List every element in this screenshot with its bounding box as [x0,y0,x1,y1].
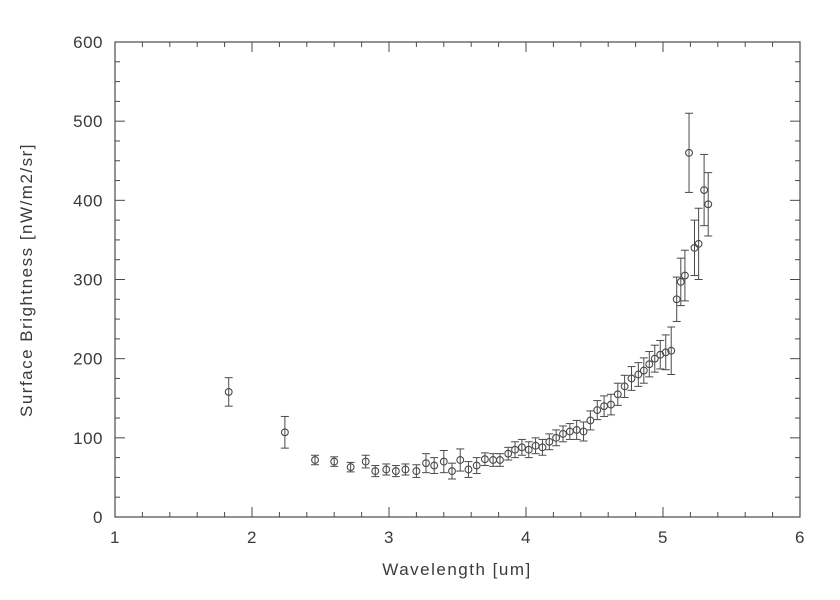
data-point [280,428,289,437]
data-point [667,346,676,355]
data-point [613,390,622,399]
data-point [680,271,689,280]
data-point [661,348,670,357]
data-point [690,243,699,252]
data-point [480,455,489,464]
data-point [456,456,465,464]
data-point [430,461,439,470]
data-point [538,443,547,452]
data-point [511,445,519,454]
data-point [330,457,339,466]
data-point [472,461,481,470]
data-point [700,186,709,194]
data-point [545,437,554,446]
data-point [504,449,513,458]
data-point [606,400,615,409]
x-tick-label: 3 [384,528,394,547]
y-tick-label: 200 [73,350,103,369]
data-point [361,457,370,466]
data-point [391,467,400,476]
data-point [627,374,636,383]
data-point [559,429,567,438]
data-point [645,360,654,369]
data-point [401,465,410,474]
y-tick-label: 400 [73,191,103,210]
data-point [704,200,713,209]
data-point [634,370,643,379]
data-point [517,443,526,452]
data-point [650,354,659,363]
data-point [496,456,504,464]
data-point [586,416,595,425]
data-point [685,148,693,157]
x-tick-label: 2 [247,528,257,547]
data-point [439,457,448,466]
data-point [346,463,355,472]
y-tick-label: 500 [73,112,103,131]
data-point [448,467,456,476]
data-point [524,445,533,454]
data-point [311,456,319,464]
data-point [620,382,629,391]
y-tick-label: 100 [73,429,103,448]
x-tick-label: 1 [110,528,120,547]
data-point [382,465,391,474]
data-point [422,459,430,468]
data-point [371,467,380,476]
data-point [412,467,421,476]
y-tick-label: 300 [73,271,103,290]
data-point [593,406,602,415]
y-tick-label: 600 [73,33,103,52]
data-point [672,295,681,304]
x-tick-label: 6 [795,528,805,547]
x-tick-label: 4 [521,528,531,547]
data-point [694,239,703,248]
data-point [579,427,588,436]
y-axis-title: Surface Brightness [nW/m2/sr] [17,143,36,417]
x-tick-label: 5 [658,528,668,547]
data-point [639,366,648,375]
data-point [676,277,685,286]
y-tick-label: 0 [93,508,103,527]
plot-area: 1 2 3 4 5 6 0 100 200 300 400 500 600 [73,33,805,547]
data-point [552,433,561,442]
data-point [224,387,233,396]
data-point [464,465,473,474]
x-axis-title: Wavelength [um] [382,560,531,579]
